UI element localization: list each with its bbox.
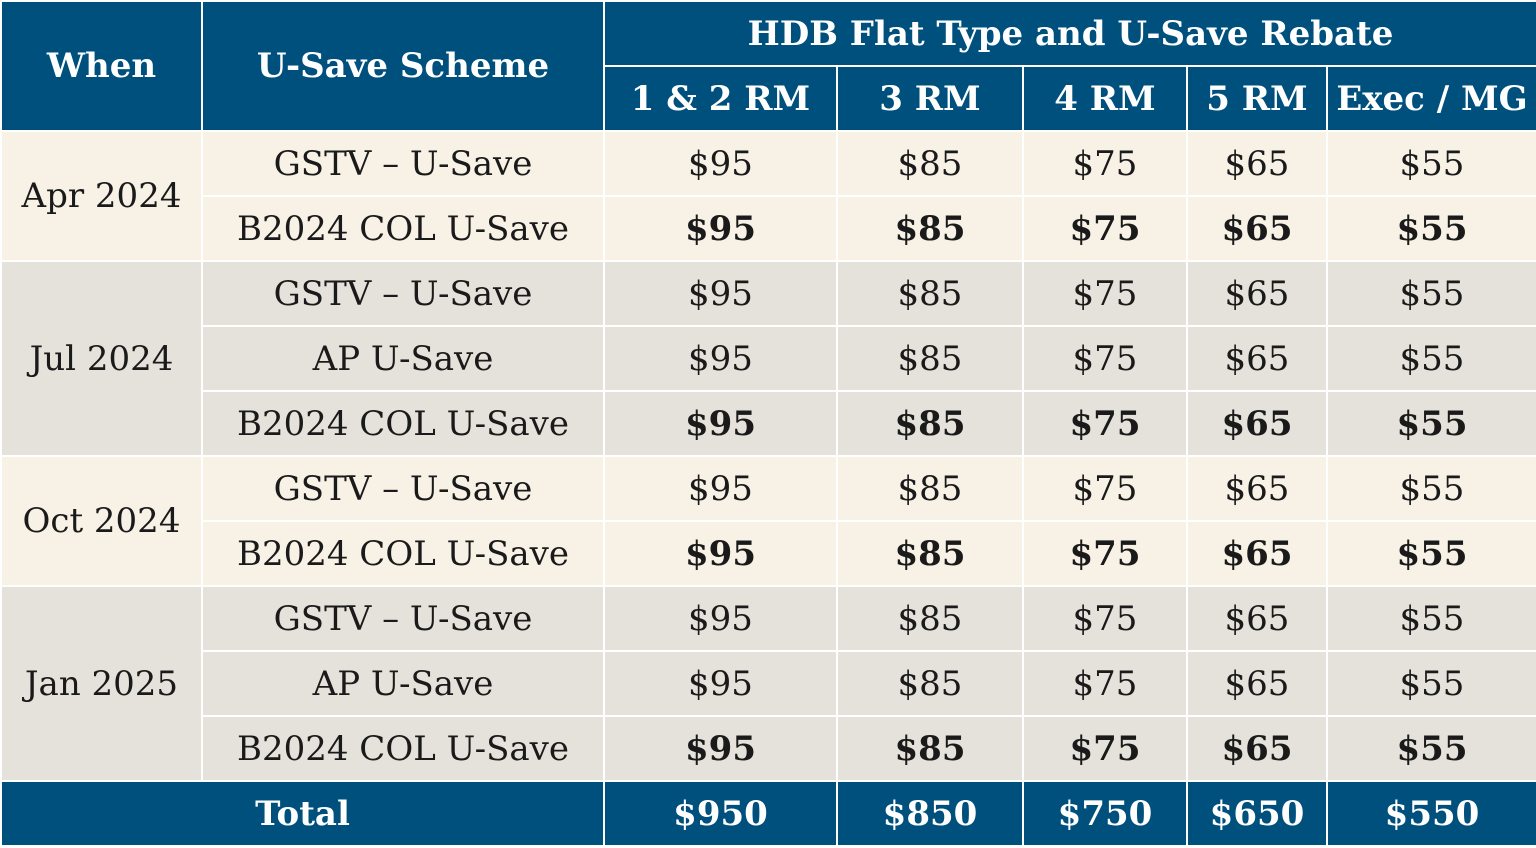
rebate-amount-cell: $85: [836, 520, 1024, 587]
rebate-amount-cell: $55: [1326, 715, 1536, 782]
rebate-amount-cell: $95: [603, 130, 838, 197]
rebate-amount-cell: $55: [1326, 650, 1536, 717]
rebate-amount-cell: $95: [603, 195, 838, 262]
total-amount: $850: [836, 780, 1024, 847]
rebate-amount-cell: $65: [1186, 455, 1328, 522]
rebate-amount-cell: $75: [1022, 325, 1188, 392]
when-cell: Jul 2024: [0, 260, 203, 457]
total-amount: $650: [1186, 780, 1328, 847]
rebate-amount-cell: $65: [1186, 390, 1328, 457]
rebate-amount-cell: $75: [1022, 455, 1188, 522]
flat-type-header: 3 RM: [836, 65, 1024, 132]
rebate-amount-cell: $65: [1186, 325, 1328, 392]
scheme-cell: AP U-Save: [201, 650, 605, 717]
rebate-amount-cell: $75: [1022, 585, 1188, 652]
rebate-amount-cell: $75: [1022, 390, 1188, 457]
rebate-amount-cell: $65: [1186, 130, 1328, 197]
rebate-amount-cell: $55: [1326, 455, 1536, 522]
scheme-cell: AP U-Save: [201, 325, 605, 392]
scheme-cell: GSTV – U-Save: [201, 130, 605, 197]
flat-type-header: 5 RM: [1186, 65, 1328, 132]
rebate-amount-cell: $95: [603, 325, 838, 392]
table-row: B2024 COL U-Save $95 $85 $75 $65 $55: [1, 390, 1536, 457]
rebate-amount-cell: $95: [603, 455, 838, 522]
rebate-amount-cell: $85: [836, 585, 1024, 652]
header-row: When U-Save Scheme HDB Flat Type and U-S…: [0, 0, 1536, 132]
scheme-cell: B2024 COL U-Save: [201, 195, 605, 262]
rebate-amount-cell: $65: [1186, 195, 1328, 262]
rebate-amount-cell: $65: [1186, 715, 1328, 782]
total-amount: $950: [603, 780, 838, 847]
rebate-amount-cell: $55: [1326, 260, 1536, 327]
rebate-amount-cell: $75: [1022, 260, 1188, 327]
flat-type-header-row: 1 & 2 RM 3 RM 4 RM 5 RM Exec / MG: [1, 65, 1536, 132]
table-row: B2024 COL U-Save $95 $85 $75 $65 $55: [1, 715, 1536, 782]
table-row: Apr 2024 GSTV – U-Save $95 $85 $75 $65 $55: [0, 130, 1536, 262]
rebate-amount-cell: $75: [1022, 650, 1188, 717]
table-row: Jul 2024 GSTV – U-Save $95 $85 $75 $65 $55: [0, 260, 1536, 457]
rebate-amount-cell: $65: [1186, 260, 1328, 327]
table-row: AP U-Save $95 $85 $75 $65 $55: [1, 325, 1536, 392]
total-amount: $550: [1326, 780, 1536, 847]
rebate-amount-cell: $65: [1186, 650, 1328, 717]
flat-type-header: 4 RM: [1022, 65, 1188, 132]
rebate-amount-cell: $75: [1022, 520, 1188, 587]
rebate-amount-cell: $95: [603, 650, 838, 717]
scheme-cell: GSTV – U-Save: [201, 455, 605, 522]
rebate-amount-cell: $85: [836, 650, 1024, 717]
rebate-amount-cell: $85: [836, 130, 1024, 197]
table-row: B2024 COL U-Save $95 $85 $75 $65 $55: [1, 195, 1536, 262]
scheme-cell: B2024 COL U-Save: [201, 520, 605, 587]
rebate-amount-cell: $85: [836, 325, 1024, 392]
rebate-amount-cell: $55: [1326, 520, 1536, 587]
table-body: Apr 2024 GSTV – U-Save $95 $85 $75 $65 $55 B202…: [0, 130, 1536, 782]
scheme-cell: B2024 COL U-Save: [201, 715, 605, 782]
table-row: AP U-Save $95 $85 $75 $65 $55: [1, 650, 1536, 717]
rebate-amount-cell: $75: [1022, 715, 1188, 782]
rebate-amount-cell: $95: [603, 260, 838, 327]
rebate-amount-cell: $85: [836, 390, 1024, 457]
rebate-amount-cell: $65: [1186, 520, 1328, 587]
flat-type-header: 1 & 2 RM: [603, 65, 838, 132]
when-cell: Apr 2024: [0, 130, 203, 262]
scheme-cell: GSTV – U-Save: [201, 260, 605, 327]
flat-type-header: Exec / MG: [1326, 65, 1536, 132]
scheme-cell: GSTV – U-Save: [201, 585, 605, 652]
when-cell: Oct 2024: [0, 455, 203, 587]
scheme-cell: B2024 COL U-Save: [201, 390, 605, 457]
total-label: Total: [0, 780, 605, 847]
rebate-amount-cell: $95: [603, 585, 838, 652]
when-header: When: [0, 0, 203, 132]
rebate-amount-cell: $85: [836, 195, 1024, 262]
rebate-amount-cell: $55: [1326, 585, 1536, 652]
when-cell: Jan 2025: [0, 585, 203, 782]
rebate-amount-cell: $75: [1022, 130, 1188, 197]
rebate-amount-cell: $95: [603, 715, 838, 782]
rebate-amount-cell: $95: [603, 520, 838, 587]
rebate-amount-cell: $55: [1326, 325, 1536, 392]
total-row: Total $950 $850 $750 $650 $550: [0, 780, 1536, 847]
rebate-amount-cell: $95: [603, 390, 838, 457]
rebate-amount-cell: $85: [836, 715, 1024, 782]
rebate-amount-cell: $75: [1022, 195, 1188, 262]
table-row: Jan 2025 GSTV – U-Save $95 $85 $75 $65 $55: [0, 585, 1536, 782]
total-amount: $750: [1022, 780, 1188, 847]
rebate-amount-cell: $85: [836, 260, 1024, 327]
rebate-amount-cell: $55: [1326, 195, 1536, 262]
rebate-amount-cell: $55: [1326, 130, 1536, 197]
scheme-header: U-Save Scheme: [201, 0, 605, 132]
table-row: Oct 2024 GSTV – U-Save $95 $85 $75 $65 $55: [0, 455, 1536, 587]
rebate-amount-cell: $85: [836, 455, 1024, 522]
rebate-amount-cell: $65: [1186, 585, 1328, 652]
rebate-amount-cell: $55: [1326, 390, 1536, 457]
flat-type-group-header: HDB Flat Type and U-Save Rebate: [603, 0, 1536, 67]
table-row: B2024 COL U-Save $95 $85 $75 $65 $55: [1, 520, 1536, 587]
